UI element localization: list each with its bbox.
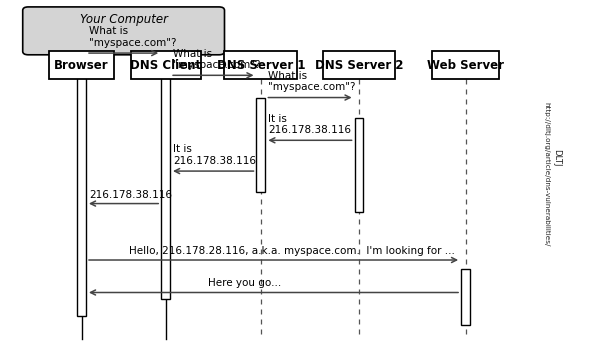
Text: Web Server: Web Server — [427, 59, 504, 72]
Text: DNS Server 1: DNS Server 1 — [217, 59, 305, 72]
Bar — [161, 75, 170, 299]
Bar — [77, 53, 86, 317]
Text: 216.178.38.116: 216.178.38.116 — [89, 190, 172, 200]
Bar — [432, 51, 499, 79]
Bar — [461, 269, 470, 325]
Text: DNS Server 2: DNS Server 2 — [315, 59, 404, 72]
Text: What is
"myspace.com"?: What is "myspace.com"? — [89, 27, 176, 48]
Text: What is
"myspace.com"?: What is "myspace.com"? — [173, 49, 260, 70]
Bar — [257, 98, 266, 192]
Text: It is
216.178.38.116: It is 216.178.38.116 — [268, 113, 351, 135]
Text: http://dltj.org/article/dns-vulnerabilities/: http://dltj.org/article/dns-vulnerabilit… — [544, 102, 550, 247]
Text: Hello, 216.178.28.116, a.k.a. myspace.com.  I'm looking for ...: Hello, 216.178.28.116, a.k.a. myspace.co… — [129, 246, 455, 256]
Bar — [355, 118, 363, 212]
Text: What is
"myspace.com"?: What is "myspace.com"? — [268, 71, 356, 92]
FancyBboxPatch shape — [22, 7, 224, 55]
Text: DNS Client: DNS Client — [130, 59, 201, 72]
Text: DLTJ: DLTJ — [552, 149, 561, 166]
Text: It is
216.178.38.116: It is 216.178.38.116 — [173, 144, 256, 166]
Text: Here you go...: Here you go... — [208, 279, 281, 288]
Text: Your Computer: Your Computer — [80, 13, 168, 26]
Text: Browser: Browser — [54, 59, 109, 72]
Bar — [130, 51, 201, 79]
Bar — [224, 51, 297, 79]
Bar — [50, 51, 114, 79]
Bar — [323, 51, 395, 79]
